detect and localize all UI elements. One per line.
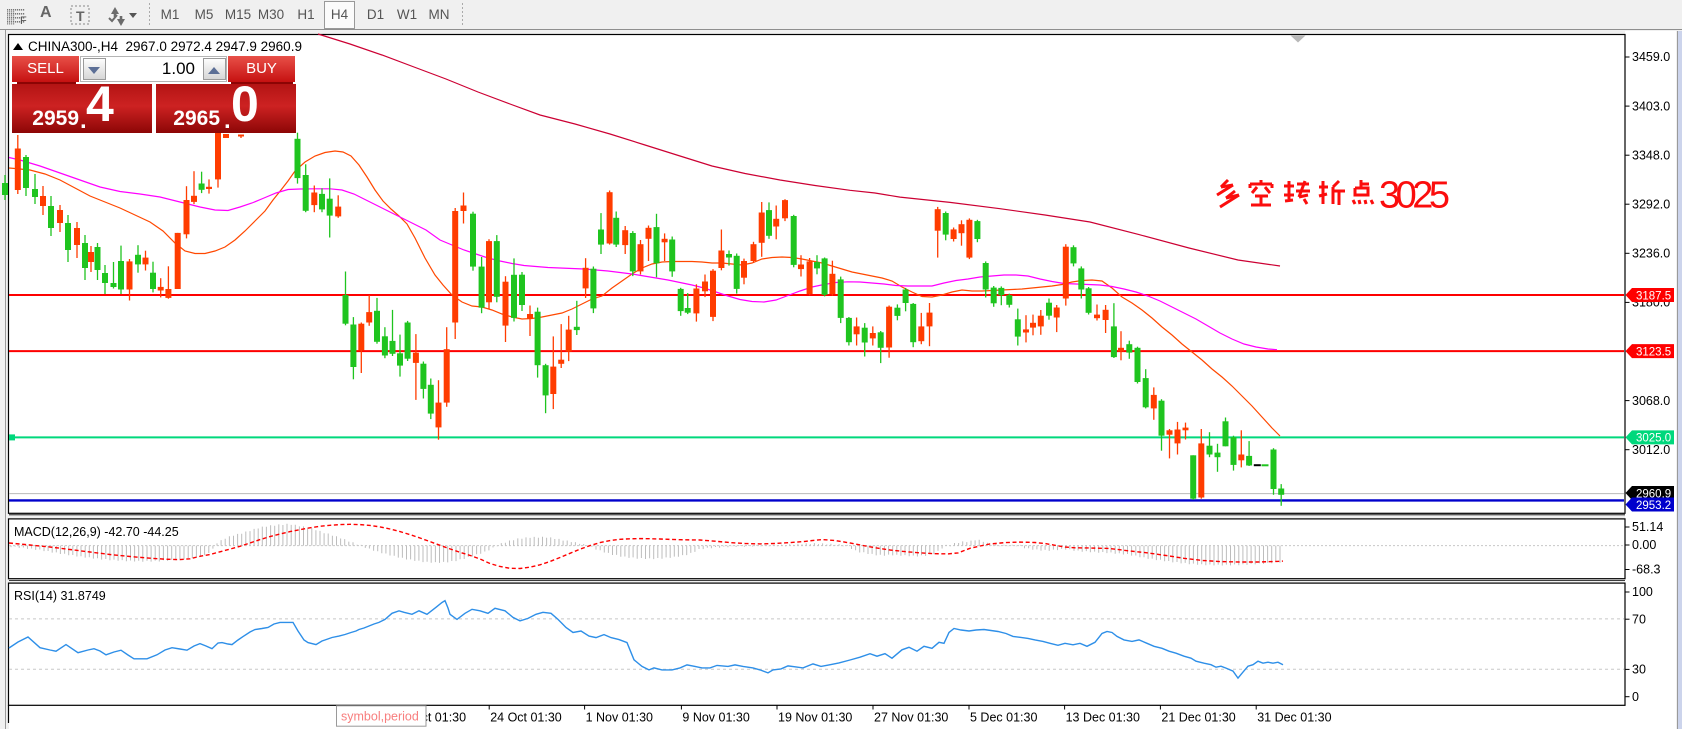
svg-text:3187.5: 3187.5 xyxy=(1636,290,1671,302)
svg-text:51.14: 51.14 xyxy=(1632,520,1663,534)
svg-text:70: 70 xyxy=(1632,612,1646,626)
svg-text:2960.9: 2960.9 xyxy=(1636,488,1671,500)
svg-text:3025.0: 3025.0 xyxy=(1636,433,1671,445)
svg-text:1 Nov 01:30: 1 Nov 01:30 xyxy=(586,711,653,725)
svg-text:symbol,period: symbol,period xyxy=(341,710,419,724)
svg-text:T: T xyxy=(76,8,85,24)
svg-text:0: 0 xyxy=(1632,690,1639,704)
svg-text:31 Dec 01:30: 31 Dec 01:30 xyxy=(1257,711,1331,725)
svg-text:F: F xyxy=(20,15,27,27)
svg-text:3348.0: 3348.0 xyxy=(1632,148,1670,162)
svg-text:5 Dec 01:30: 5 Dec 01:30 xyxy=(970,711,1037,725)
svg-text:3236.0: 3236.0 xyxy=(1632,247,1670,261)
svg-text:21 Dec 01:30: 21 Dec 01:30 xyxy=(1161,711,1235,725)
svg-text:RSI(14) 31.8749: RSI(14) 31.8749 xyxy=(14,589,106,603)
svg-text:3012.0: 3012.0 xyxy=(1632,443,1670,457)
svg-text:30: 30 xyxy=(1632,663,1646,677)
svg-text:-68.3: -68.3 xyxy=(1632,563,1661,577)
svg-text:19 Nov 01:30: 19 Nov 01:30 xyxy=(778,711,852,725)
svg-text:3403.0: 3403.0 xyxy=(1632,99,1670,113)
svg-text:27 Nov 01:30: 27 Nov 01:30 xyxy=(874,711,948,725)
svg-text:3292.0: 3292.0 xyxy=(1632,197,1670,211)
svg-text:2953.2: 2953.2 xyxy=(1636,500,1671,512)
svg-text:0.00: 0.00 xyxy=(1632,538,1656,552)
svg-text:MACD(12,26,9) -42.70 -44.25: MACD(12,26,9) -42.70 -44.25 xyxy=(14,525,179,539)
svg-text:9 Nov 01:30: 9 Nov 01:30 xyxy=(682,711,749,725)
svg-text:100: 100 xyxy=(1632,585,1653,599)
svg-text:3068.0: 3068.0 xyxy=(1632,394,1670,408)
svg-text:3025: 3025 xyxy=(1379,175,1450,217)
svg-text:3123.5: 3123.5 xyxy=(1636,346,1671,358)
svg-text:13 Dec 01:30: 13 Dec 01:30 xyxy=(1066,711,1140,725)
svg-text:3459.0: 3459.0 xyxy=(1632,50,1670,64)
svg-text:24 Oct 01:30: 24 Oct 01:30 xyxy=(490,711,562,725)
